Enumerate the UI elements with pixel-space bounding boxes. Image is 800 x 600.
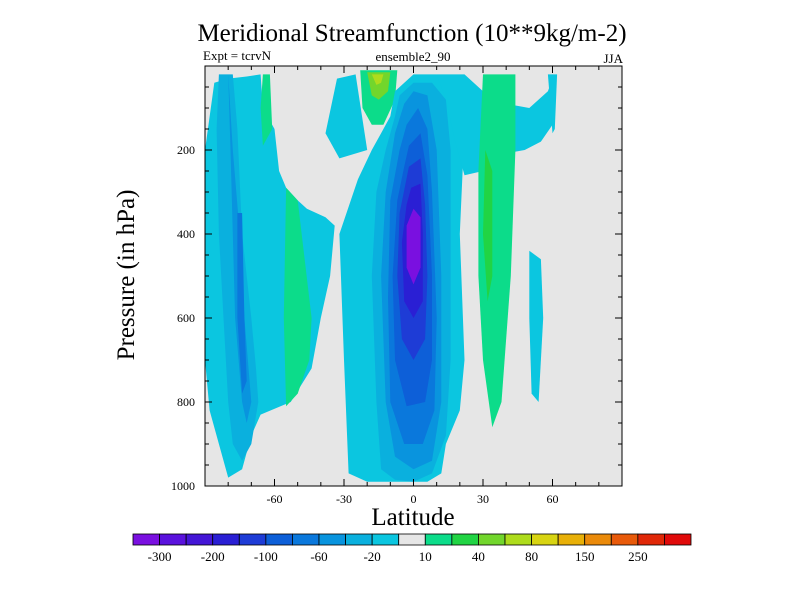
colorbar-swatch: [451, 533, 479, 546]
colorbar-swatch: [504, 533, 532, 546]
colorbar-label: -200: [201, 549, 225, 564]
colorbar-swatch: [318, 533, 346, 546]
colorbar-label: 150: [575, 549, 595, 564]
contour-tropics-positive-inner: [367, 72, 391, 100]
colorbar-label: -20: [363, 549, 380, 564]
colorbar-label: 40: [472, 549, 485, 564]
x-axis: -60 -30 0 30 60: [204, 66, 623, 506]
x-tick-label: -60: [267, 492, 283, 506]
subtitle-left: Expt = tcrvN: [203, 48, 272, 63]
y-tick-label: 600: [177, 311, 195, 325]
contour-sh-positive-column: [260, 74, 273, 146]
contour-sh-cell-level-60: [237, 213, 247, 394]
y-axis-label: Pressure (in hPa): [113, 190, 140, 361]
colorbar-label: 80: [525, 549, 538, 564]
colorbar-swatch: [637, 533, 665, 546]
colorbar-label: -100: [254, 549, 278, 564]
colorbar-swatch: [531, 533, 559, 546]
y-tick-label: 200: [177, 143, 195, 157]
colorbar-label: 10: [419, 549, 432, 564]
colorbar-swatch: [610, 533, 639, 546]
y-tick-label: 1000: [171, 479, 195, 493]
contour-center-level-300: [406, 208, 421, 285]
colorbar-label: 250: [628, 549, 648, 564]
x-tick-label: -30: [336, 492, 352, 506]
contour-sh-edge-patch: [325, 74, 368, 159]
x-tick-label: 60: [547, 492, 559, 506]
y-axis: 200 400 600 800 1000: [171, 65, 622, 493]
colorbar-label: -300: [148, 549, 172, 564]
colorbar-swatch: [424, 533, 453, 546]
subtitle-center: ensemble2_90: [375, 49, 450, 64]
colorbar-swatch: [584, 533, 612, 546]
contour-tropics-positive-core: [371, 74, 384, 85]
contour-nh-negative-spike: [547, 74, 558, 134]
contour-sh-positive-band: [283, 187, 312, 407]
y-tick-label: 800: [177, 395, 195, 409]
colorbar-swatch: [265, 533, 293, 546]
colorbar-swatch: [557, 533, 586, 546]
colorbar-swatch: [664, 533, 692, 546]
x-axis-label: Latitude: [371, 504, 454, 531]
contour-nh-positive-inner: [483, 150, 493, 302]
chart-title: Meridional Streamfunction (10**9kg/m-2): [197, 20, 626, 47]
subtitle-right: JJA: [603, 51, 623, 66]
colorbar-swatch: [345, 533, 373, 546]
colorbar-swatch: [398, 533, 426, 546]
x-tick-label: 30: [477, 492, 489, 506]
colorbar-swatch: [132, 533, 160, 546]
colorbar-label: -60: [310, 549, 327, 564]
x-tick-label: 0: [411, 492, 417, 506]
colorbar-swatch: [292, 533, 320, 546]
colorbar-swatch: [238, 533, 267, 546]
contour-nh-negative-strip: [529, 250, 544, 402]
colorbar-swatch: [159, 533, 187, 546]
colorbar-swatch: [478, 533, 506, 546]
contour-field: [205, 66, 622, 486]
colorbar-swatch: [212, 533, 240, 546]
colorbar-swatch: [185, 533, 214, 546]
y-tick-label: 400: [177, 227, 195, 241]
colorbar: -300 -200 -100 -60 -20 10 40 80 150 250: [132, 533, 692, 564]
colorbar-swatch: [371, 533, 400, 546]
